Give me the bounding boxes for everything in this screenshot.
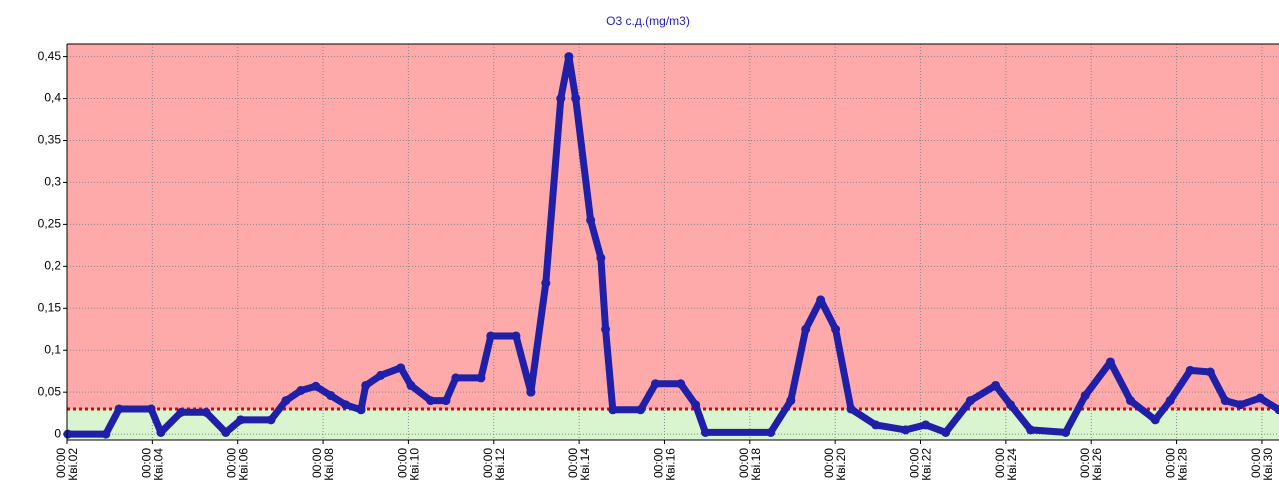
y-tick-label: 0,25 (38, 217, 62, 231)
data-point (608, 405, 618, 415)
x-tick-label: 00:00Кві.08 (310, 448, 336, 481)
y-tick-label: 0,15 (38, 300, 62, 314)
data-point (201, 407, 211, 417)
data-point (1185, 365, 1195, 375)
y-tick-label: 0,45 (38, 49, 62, 63)
x-tick-label: 00:00Кві.06 (225, 448, 251, 481)
data-point (396, 363, 406, 373)
data-point (816, 295, 826, 305)
data-point (636, 405, 646, 415)
y-tick-label: 0 (54, 426, 61, 440)
data-point (176, 407, 186, 417)
y-tick-label: 0,05 (38, 384, 62, 398)
data-point (1150, 415, 1160, 425)
data-point (691, 400, 701, 410)
x-tick-label: 00:00Кві.20 (822, 448, 848, 481)
data-point (451, 373, 461, 383)
data-point (1255, 393, 1265, 403)
data-point (114, 404, 124, 414)
data-point (831, 324, 841, 334)
y-tick-label: 0,35 (38, 133, 62, 147)
data-point (281, 396, 291, 406)
x-tick-label: 00:00Кві.02 (54, 448, 80, 481)
x-tick-label: 00:00Кві.04 (140, 448, 166, 481)
data-point (156, 427, 166, 437)
data-point (1125, 396, 1135, 406)
data-point (1205, 367, 1215, 377)
data-point (596, 253, 606, 263)
data-point (766, 427, 776, 437)
x-tick-label: 00:00Кві.14 (566, 448, 592, 481)
data-point (901, 425, 911, 435)
x-tick-label: 00:00Кві.22 (908, 448, 934, 481)
data-point (556, 94, 566, 104)
data-point (476, 373, 486, 383)
y-tick-label: 0,4 (44, 91, 61, 105)
data-point (1061, 427, 1071, 437)
data-point (101, 429, 111, 439)
data-point (700, 427, 710, 437)
data-point (441, 396, 451, 406)
data-point (846, 404, 856, 414)
data-point (601, 324, 611, 334)
data-point (965, 396, 975, 406)
data-point (786, 396, 796, 406)
x-tick-label: 00:00Кві.28 (1164, 448, 1190, 481)
data-point (236, 415, 246, 425)
y-tick-label: 0,1 (44, 342, 61, 356)
x-tick-label: 00:00Кві.16 (652, 448, 678, 481)
data-point (326, 391, 336, 401)
data-point (1165, 396, 1175, 406)
y-tick-label: 0,3 (44, 175, 61, 189)
below-zone (67, 408, 1279, 440)
data-point (426, 396, 436, 406)
data-point (586, 215, 596, 225)
data-point (296, 386, 306, 395)
data-point (541, 278, 551, 288)
data-point (63, 429, 73, 439)
data-point (1080, 391, 1090, 401)
y-tick-label: 0,2 (44, 259, 61, 273)
x-tick-label: 00:00Кві.30 (1249, 448, 1275, 481)
data-point (376, 370, 386, 380)
data-point (511, 331, 521, 341)
data-point (311, 381, 321, 391)
data-point (356, 405, 366, 415)
data-point (361, 380, 371, 390)
data-point (801, 324, 811, 334)
data-point (1235, 400, 1245, 410)
above-zone (67, 44, 1279, 409)
data-point (486, 331, 496, 341)
x-tick-label: 00:00Кві.26 (1078, 448, 1104, 481)
data-point (941, 427, 951, 437)
data-point (1274, 405, 1279, 415)
data-point (526, 387, 536, 397)
x-tick-label: 00:00Кві.10 (396, 448, 422, 481)
data-point (406, 380, 416, 390)
data-point (1006, 400, 1016, 410)
data-point (564, 52, 574, 62)
data-point (871, 420, 881, 430)
chart-title: O3 с.д.(mg/m3) (606, 14, 690, 28)
data-point (676, 379, 686, 389)
data-point (1220, 396, 1230, 406)
x-tick-label: 00:00Кві.24 (993, 448, 1019, 481)
x-tick-label: 00:00Кві.12 (481, 448, 507, 481)
data-point (921, 420, 931, 430)
data-point (146, 404, 156, 414)
data-point (1026, 425, 1036, 435)
data-point (1105, 357, 1115, 367)
data-point (991, 380, 1001, 390)
data-point (266, 415, 276, 425)
data-point (221, 427, 231, 437)
data-point (651, 379, 661, 389)
data-point (341, 400, 351, 410)
x-tick-label: 00:00Кві.18 (737, 448, 763, 481)
data-point (571, 94, 581, 104)
